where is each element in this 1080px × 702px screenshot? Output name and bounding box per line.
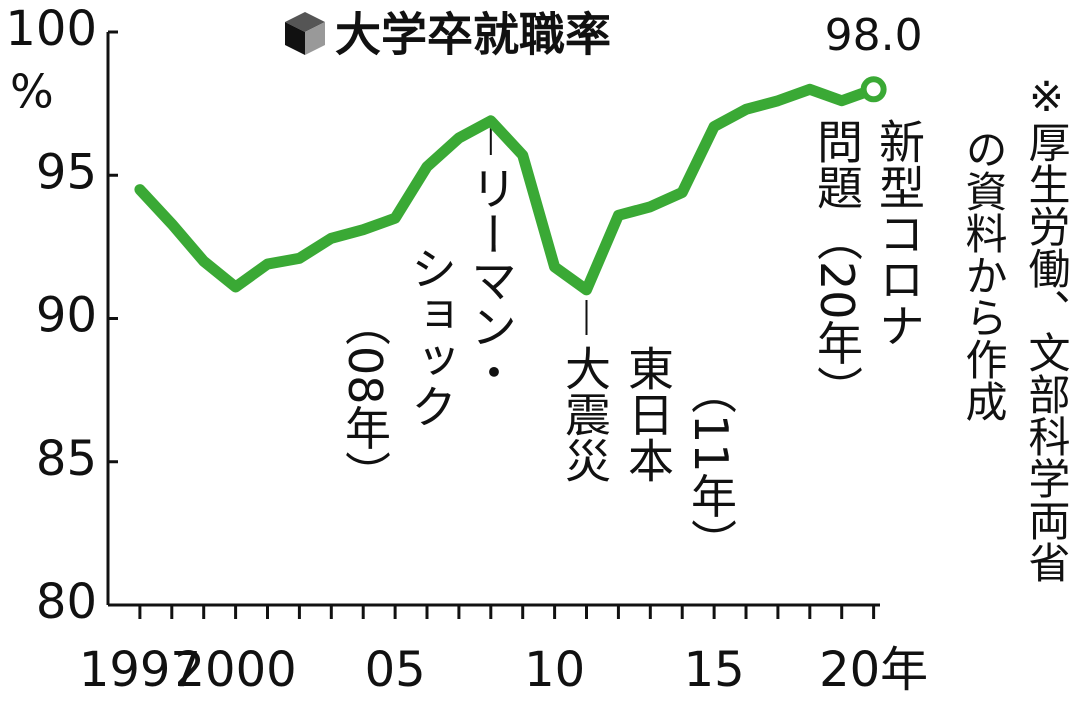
line bbox=[134, 83, 880, 296]
x-tick-label: 1997 bbox=[79, 642, 201, 698]
annotation: 東日本 bbox=[621, 345, 675, 483]
annotation: ショック bbox=[404, 245, 458, 429]
annotation: （11年） bbox=[684, 368, 738, 565]
x-tick-label: 2000 bbox=[175, 642, 297, 698]
value-label: 98.0 bbox=[825, 10, 923, 61]
annotation: （20年） bbox=[810, 215, 864, 412]
x-tick-label: 10 bbox=[524, 642, 585, 698]
y-tick-label: 100 bbox=[5, 1, 97, 57]
annotation: 新型コロナ bbox=[872, 118, 926, 348]
y-unit: % bbox=[10, 65, 54, 119]
x-tick-label: 20年 bbox=[819, 642, 928, 698]
x-tick-label: 15 bbox=[684, 642, 745, 698]
title-icon bbox=[285, 12, 325, 55]
annotation: リーマン・ bbox=[464, 165, 518, 395]
note: の資料から作成 bbox=[959, 128, 1008, 422]
y-tick-label: 95 bbox=[36, 144, 97, 200]
point bbox=[860, 76, 887, 103]
annotation: 大震災 bbox=[558, 345, 612, 483]
note: ※厚生労働、文部科学両省 bbox=[1022, 72, 1071, 583]
y-tick-label: 85 bbox=[36, 431, 97, 487]
y-tick-label: 80 bbox=[36, 574, 97, 630]
annotation: （08年） bbox=[338, 300, 392, 497]
annotation: 問題 bbox=[810, 118, 864, 210]
y-tick-label: 90 bbox=[36, 288, 97, 344]
chart-title: 大学卒就職率 bbox=[335, 8, 611, 62]
x-tick-label: 05 bbox=[365, 642, 426, 698]
